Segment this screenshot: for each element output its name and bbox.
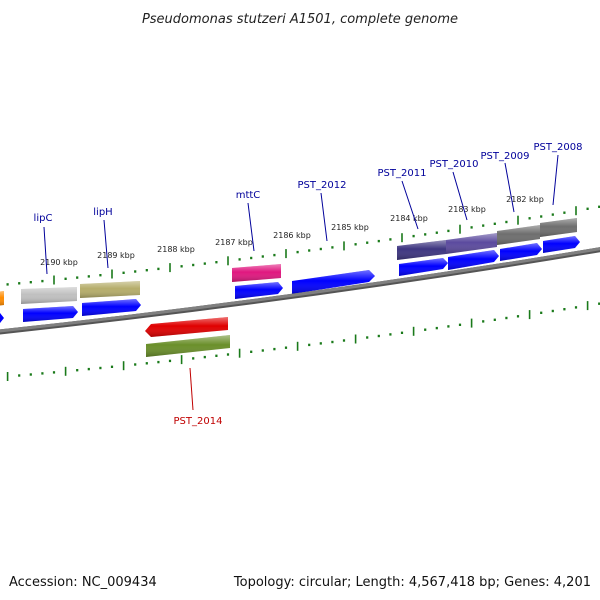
gene-label-pst-2008[interactable]: PST_2008 (534, 142, 583, 153)
cds-shine (23, 236, 580, 322)
genome-backbone (0, 247, 600, 333)
ruler-label-2183: 2183 kbp (448, 205, 486, 214)
accession-text: Accession: NC_009434 (9, 575, 157, 590)
gene-label-pst-2010[interactable]: PST_2010 (430, 159, 479, 170)
gene-label-liph[interactable]: lipH (93, 207, 112, 218)
gene-label-pst-2012[interactable]: PST_2012 (298, 180, 347, 191)
gene-label-pst-2014[interactable]: PST_2014 (174, 416, 223, 427)
gene-labels: lipC lipH mttC PST_2012 PST_2011 PST_201… (34, 142, 583, 427)
label-leaders (43, 154, 559, 411)
ruler-label-2182: 2182 kbp (506, 195, 544, 204)
gene-label-pst-2009[interactable]: PST_2009 (481, 151, 530, 162)
ruler-label-2184: 2184 kbp (390, 214, 428, 223)
map-title: Pseudomonas stutzeri A1501, complete gen… (142, 12, 458, 27)
ruler-label-2190: 2190 kbp (40, 258, 78, 267)
ruler-label-2186: 2186 kbp (273, 231, 311, 240)
feature-shine (0, 218, 577, 306)
feature-track-reverse (145, 317, 230, 357)
ruler-label-2188: 2188 kbp (157, 245, 195, 254)
ruler-label-2189: 2189 kbp (97, 251, 135, 260)
ruler-ticks-forward (6, 205, 600, 286)
ruler-label-2185: 2185 kbp (331, 223, 369, 232)
ruler-labels: 2190 kbp 2189 kbp 2188 kbp 2187 kbp 2186… (40, 195, 544, 267)
cds-arrow[interactable] (0, 313, 4, 324)
ruler-ticks-reverse (6, 301, 600, 381)
genome-summary-text: Topology: circular; Length: 4,567,418 bp… (233, 575, 591, 590)
ruler-label-2187: 2187 kbp (215, 238, 253, 247)
gene-label-lipc[interactable]: lipC (34, 213, 53, 224)
gene-label-pst-2011[interactable]: PST_2011 (378, 168, 427, 179)
gene-label-mttc[interactable]: mttC (236, 190, 261, 201)
